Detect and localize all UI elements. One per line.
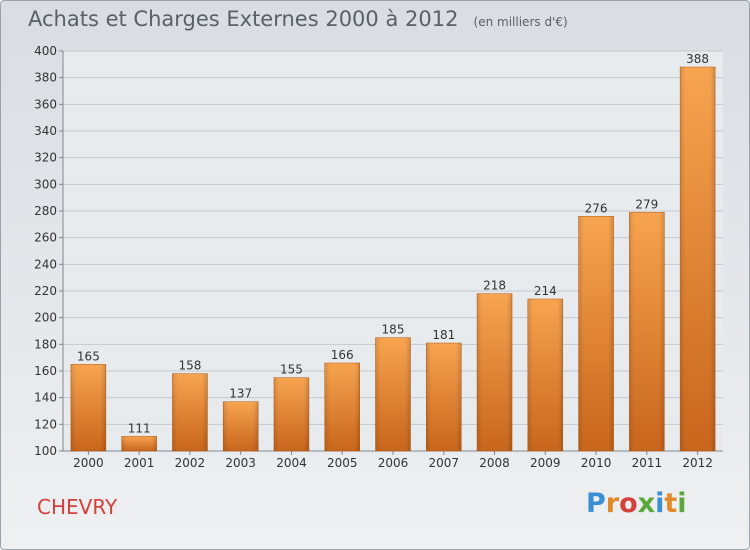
logo-letter: o	[619, 488, 638, 519]
value-label-2000: 165	[77, 349, 100, 363]
bar-shade-2002	[172, 373, 208, 451]
bar-shade-2011	[629, 212, 665, 451]
value-label-2012: 388	[686, 52, 709, 66]
chart-title-unit: (en milliers d'€)	[473, 15, 568, 29]
y-tick-label: 120	[34, 417, 57, 431]
logo-letter: x	[637, 488, 656, 519]
y-tick-label: 140	[34, 391, 57, 405]
value-label-2009: 214	[534, 284, 557, 298]
bar-shade-2007	[426, 343, 462, 451]
y-tick-label: 100	[34, 444, 57, 458]
chart-title: Achats et Charges Externes 2000 à 2012 (…	[28, 7, 568, 31]
x-tick-label-2012: 2012	[682, 456, 713, 470]
bar-shade-2010	[578, 216, 614, 451]
x-tick-label-2002: 2002	[175, 456, 206, 470]
x-tick-label-2000: 2000	[73, 456, 104, 470]
x-tick-label-2005: 2005	[327, 456, 358, 470]
bar-shade-2003	[223, 401, 259, 451]
y-tick-label: 380	[34, 71, 57, 85]
place-name: CHEVRY	[37, 495, 118, 519]
logo-letter: i	[677, 488, 687, 519]
x-tick-label-2008: 2008	[479, 456, 510, 470]
value-label-2001: 111	[128, 421, 151, 435]
bar-shade-2009	[527, 299, 563, 451]
value-label-2010: 276	[585, 201, 608, 215]
value-label-2008: 218	[483, 279, 506, 293]
chart-title-main: Achats et Charges Externes 2000 à 2012	[28, 7, 459, 31]
y-tick-label: 320	[34, 151, 57, 165]
x-tick-label-2003: 2003	[225, 456, 256, 470]
value-label-2002: 158	[178, 359, 201, 373]
y-tick-label: 160	[34, 364, 57, 378]
logo-letter: t	[664, 488, 678, 519]
bar-shade-2008	[477, 293, 513, 451]
bar-shade-2006	[375, 337, 411, 451]
y-tick-label: 400	[34, 44, 57, 58]
bar-shade-2005	[324, 363, 360, 451]
value-label-2003: 137	[229, 387, 252, 401]
logo-letter: P	[586, 488, 606, 519]
bar-shade-2000	[70, 364, 106, 451]
value-label-2004: 155	[280, 363, 303, 377]
y-tick-label: 340	[34, 124, 57, 138]
y-tick-label: 260	[34, 231, 57, 245]
logo-letter: i	[655, 488, 665, 519]
x-tick-label-2006: 2006	[378, 456, 409, 470]
proxiti-logo: Proxiti	[586, 488, 687, 519]
y-tick-label: 200	[34, 311, 57, 325]
x-tick-label-2011: 2011	[632, 456, 663, 470]
x-tick-label-2001: 2001	[124, 456, 155, 470]
value-label-2005: 166	[331, 348, 354, 362]
y-tick-label: 220	[34, 284, 57, 298]
x-tick-label-2007: 2007	[428, 456, 459, 470]
x-tick-label-2010: 2010	[581, 456, 612, 470]
y-tick-label: 360	[34, 97, 57, 111]
bar-shade-2001	[121, 436, 157, 451]
value-label-2006: 185	[382, 323, 405, 337]
x-tick-label-2004: 2004	[276, 456, 307, 470]
logo-letter: r	[605, 488, 620, 519]
y-tick-label: 280	[34, 204, 57, 218]
bar-shade-2004	[273, 377, 309, 451]
y-tick-label: 180	[34, 337, 57, 351]
value-label-2007: 181	[432, 328, 455, 342]
y-tick-label: 240	[34, 257, 57, 271]
y-tick-label: 300	[34, 177, 57, 191]
x-tick-label-2009: 2009	[530, 456, 561, 470]
bar-shade-2012	[680, 67, 716, 451]
value-label-2011: 279	[635, 197, 658, 211]
